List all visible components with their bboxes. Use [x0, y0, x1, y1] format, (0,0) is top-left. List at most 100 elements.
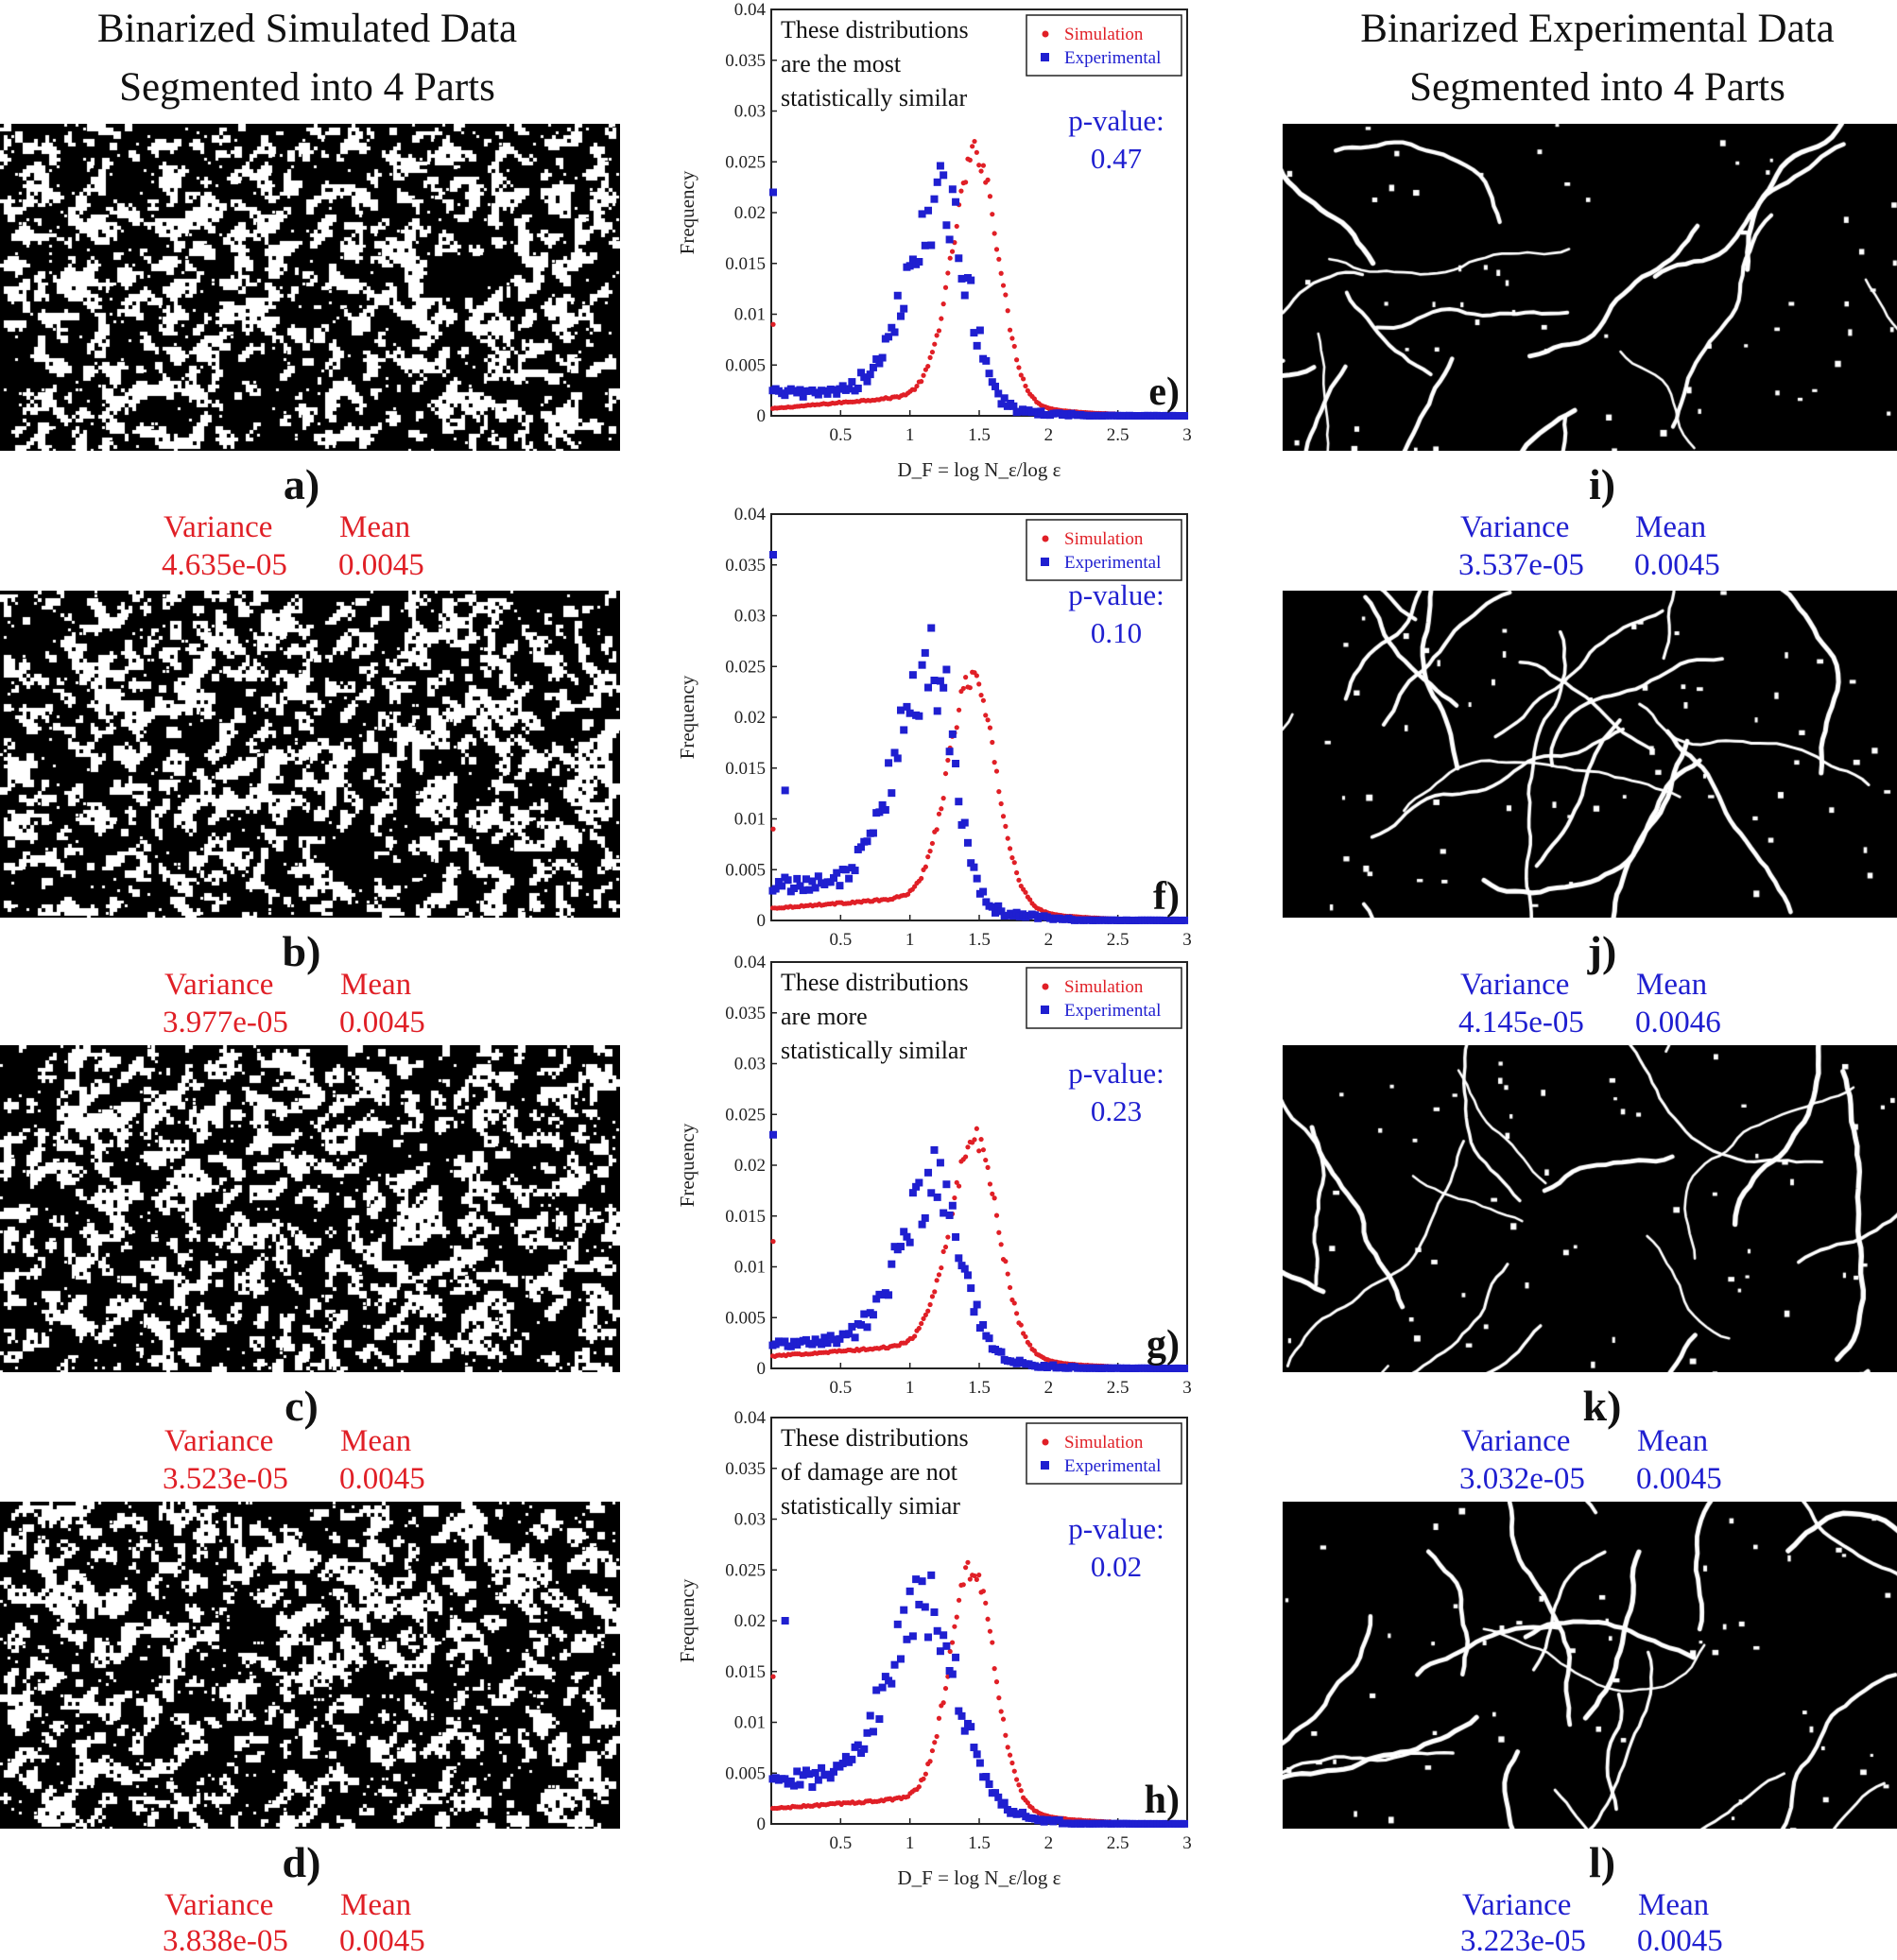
experimental-point [921, 241, 929, 249]
experimental-point [796, 386, 804, 394]
sim-d-mean-label: Mean [340, 1888, 412, 1922]
experimental-point [802, 875, 810, 884]
experimental-point [921, 1603, 929, 1611]
simulation-point [980, 1589, 986, 1594]
exp-i-variance-value: 3.537e-05 [1458, 548, 1584, 582]
experimental-pattern-j [1283, 591, 1897, 918]
y-tick-label: 0.035 [725, 51, 766, 71]
simulation-point [1014, 357, 1020, 363]
simulation-point [942, 1244, 949, 1250]
simulation-point [976, 1573, 982, 1578]
experimental-point [970, 329, 978, 337]
experimental-point [948, 185, 957, 194]
simulation-point [990, 739, 995, 746]
y-axis-label: Frequency [676, 1123, 698, 1207]
experimental-point [960, 1727, 969, 1735]
experimental-point [973, 1750, 981, 1759]
y-tick-label: 0.01 [734, 1713, 766, 1733]
experimental-point [918, 661, 926, 669]
experimental-point [848, 378, 856, 387]
experimental-point [985, 1779, 993, 1788]
legend-experimental-label: Experimental [1064, 1456, 1161, 1476]
x-tick-label: 1.5 [968, 425, 991, 445]
simulation-point [974, 673, 979, 679]
experimental-point [885, 759, 893, 767]
experimental-point [893, 1620, 902, 1628]
exp-i-variance-label: Variance [1460, 510, 1570, 544]
experimental-point [769, 551, 777, 559]
experimental-point [838, 382, 847, 390]
exp-i-mean-value: 0.0045 [1634, 548, 1720, 582]
experimental-point [927, 1571, 936, 1579]
x-tick-label: 3 [1182, 930, 1192, 950]
experimental-point [927, 624, 936, 632]
experimental-point [927, 241, 936, 249]
experimental-point [836, 1334, 844, 1343]
experimental-point [860, 1745, 869, 1753]
simulation-point [921, 372, 926, 378]
simulation-point [940, 1700, 946, 1706]
experimental-point [903, 702, 911, 711]
plot-frame [770, 961, 1188, 1369]
simulation-point [983, 713, 989, 718]
y-axis-label: Frequency [676, 1578, 698, 1662]
experimental-point [814, 872, 822, 881]
p-value: 0.23 [1091, 1094, 1142, 1127]
y-tick-label: 0.02 [734, 708, 766, 728]
simulation-point [925, 363, 931, 370]
experimental-point [845, 874, 854, 883]
simulation-point [934, 827, 940, 833]
simulation-point [912, 387, 918, 392]
experimental-point [940, 1209, 948, 1217]
simulation-point [1016, 1782, 1022, 1788]
simulation-point [1014, 869, 1020, 876]
experimental-point [799, 886, 807, 895]
experimental-point [942, 1642, 951, 1650]
legend-box [1026, 14, 1182, 77]
x-tick-label: 2.5 [1107, 425, 1130, 445]
simulation-point [952, 1624, 957, 1629]
simulation-point [1014, 1311, 1020, 1316]
experimental-point [796, 882, 804, 890]
simulation-point [1000, 1716, 1007, 1722]
p-value: 0.02 [1091, 1550, 1142, 1583]
simulation-point [980, 697, 986, 703]
experimental-point [945, 748, 954, 756]
simulation-point [1023, 383, 1028, 389]
simulation-point [1009, 1760, 1015, 1766]
simulation-point [934, 333, 940, 338]
experimental-point [973, 874, 981, 883]
experimental-point [930, 1608, 939, 1616]
experimental-point [851, 1333, 859, 1342]
simulation-point [1018, 372, 1024, 378]
experimental-point [908, 255, 917, 264]
y-tick-label: 0.01 [734, 810, 766, 830]
exp-j-variance-label: Variance [1460, 968, 1570, 1002]
distribution-chart-h: 0 0.005 0.01 0.015 0.02 0.025 0.03 0.035 0.04 0.5… [676, 1408, 1192, 1889]
simulation-point [945, 270, 951, 276]
experimental-point [890, 748, 899, 757]
experimental-point [992, 1789, 1000, 1797]
y-tick-label: 0.01 [734, 305, 766, 325]
experimental-point [769, 188, 777, 197]
y-tick-label: 0.025 [725, 152, 766, 172]
experimental-point [888, 1260, 896, 1268]
experimental-point [918, 210, 926, 218]
experimental-point [814, 1776, 822, 1784]
experimental-point [940, 683, 948, 692]
sim-b-mean-value: 0.0045 [339, 1006, 425, 1040]
x-tick-label: 0.5 [829, 1378, 852, 1398]
experimental-point [1012, 908, 1021, 917]
experimental-point [1181, 1365, 1189, 1372]
simulation-point [1014, 1777, 1020, 1782]
experimental-point [994, 1793, 1003, 1801]
experimental-point [924, 1633, 933, 1642]
simulation-point [927, 354, 933, 360]
experimental-point [811, 884, 819, 892]
exp-j-mean-value: 0.0046 [1635, 1006, 1721, 1040]
simulation-point [998, 800, 1004, 807]
experimental-point [955, 1254, 963, 1263]
experimental-point [915, 712, 923, 720]
experimental-point [948, 1201, 957, 1210]
y-tick-label: 0.005 [725, 355, 766, 375]
